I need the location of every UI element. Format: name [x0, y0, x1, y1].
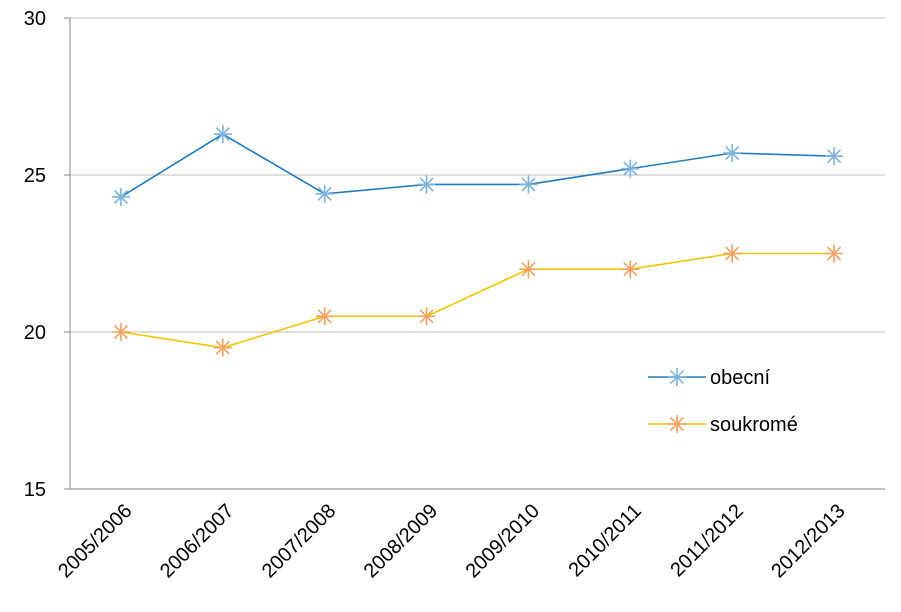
- series-1-point: [213, 338, 232, 357]
- axes: [64, 17, 885, 490]
- series-1-point: [417, 307, 436, 326]
- series-1-point: [519, 260, 538, 279]
- x-tick-label: 2011/2012: [666, 500, 747, 581]
- y-tick-label: 30: [24, 8, 46, 30]
- series-0-point: [315, 184, 334, 203]
- legend-marker: [668, 415, 686, 433]
- series-0-point: [621, 159, 640, 178]
- legend-marker: [668, 368, 686, 386]
- series-0-line: [120, 133, 835, 198]
- legend: obecní soukromé: [648, 367, 798, 436]
- legend-label: soukromé: [710, 414, 798, 436]
- x-tick-label: 2006/2007: [156, 500, 238, 582]
- x-tick-label: 2005/2006: [54, 500, 136, 582]
- series-1-point: [621, 260, 640, 279]
- x-tick-labels: 2005/2006 2006/2007 2007/2008 2008/2009 2009…: [54, 500, 850, 582]
- y-tick-labels: 15 20 25 30: [24, 8, 46, 501]
- series-1-point: [723, 244, 742, 263]
- series-1-point: [315, 307, 334, 326]
- series-1-point: [111, 323, 130, 341]
- series-1-line: [120, 252, 835, 349]
- x-tick-label: 2007/2008: [258, 500, 340, 582]
- series-0-point: [417, 175, 436, 194]
- series-0-point: [519, 175, 538, 194]
- series: [111, 125, 844, 357]
- y-tick-label: 15: [24, 479, 46, 501]
- y-tick-label: 20: [24, 322, 46, 344]
- gridlines: [70, 17, 885, 333]
- series-0-point: [723, 144, 742, 163]
- series-0-point: [213, 125, 232, 144]
- x-tick-label: 2009/2010: [462, 500, 544, 582]
- series-1-point: [825, 244, 844, 263]
- series-0-point: [825, 147, 844, 166]
- y-tick-label: 25: [24, 165, 46, 187]
- x-tick-label: 2010/2011: [564, 500, 645, 581]
- series-0-point: [111, 187, 130, 206]
- legend-label: obecní: [710, 367, 770, 389]
- x-tick-label: 2008/2009: [360, 500, 442, 582]
- x-tick-label: 2012/2013: [767, 500, 849, 582]
